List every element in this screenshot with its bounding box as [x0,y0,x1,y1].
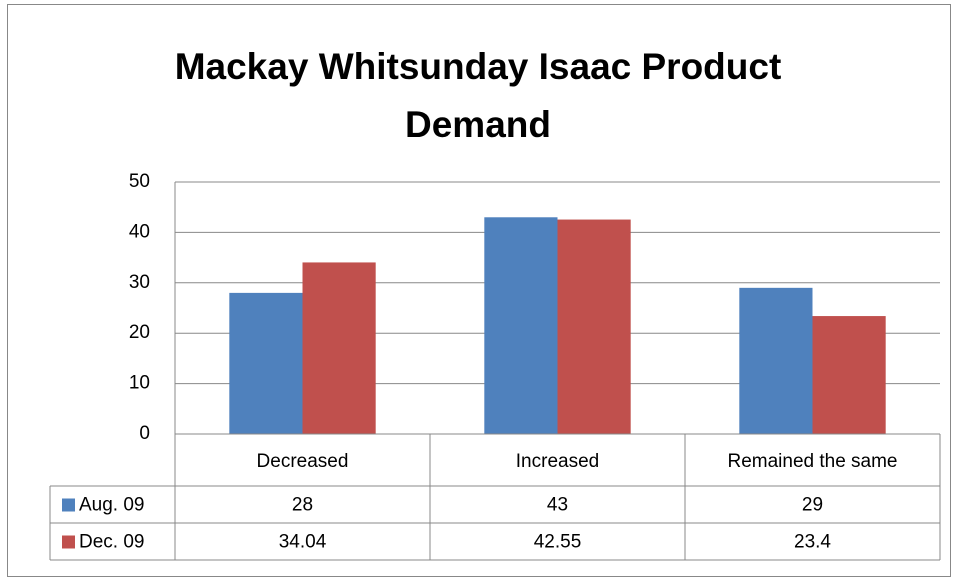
y-tick-label: 30 [129,272,150,293]
bar [229,292,303,434]
table-value: 42.55 [534,532,582,553]
x-tick-label: Remained the same [727,451,897,472]
table-value: 43 [547,495,568,516]
bar [302,262,376,434]
legend-key [62,498,75,512]
y-tick-label: 10 [129,373,150,394]
y-tick-label: 40 [129,221,150,242]
table-value: 23.4 [794,532,831,553]
bar [812,316,886,434]
chart-border [7,4,951,577]
y-tick-label: 0 [139,423,150,444]
chart-title: Mackay Whitsunday Isaac Product Demand [174,46,782,145]
table-value: 28 [292,495,313,516]
legend-label: Aug. 09 [79,495,145,516]
legend-label: Dec. 09 [79,532,144,553]
legend-key [62,535,75,549]
bar [557,219,631,434]
x-tick-label: Increased [516,451,599,472]
y-tick-label: 20 [129,322,150,343]
table-value: 34.04 [279,532,327,553]
bar [739,287,813,434]
table-value: 29 [802,495,823,516]
y-tick-label: 50 [129,171,150,192]
x-tick-label: Decreased [257,451,349,472]
bar [484,217,558,434]
